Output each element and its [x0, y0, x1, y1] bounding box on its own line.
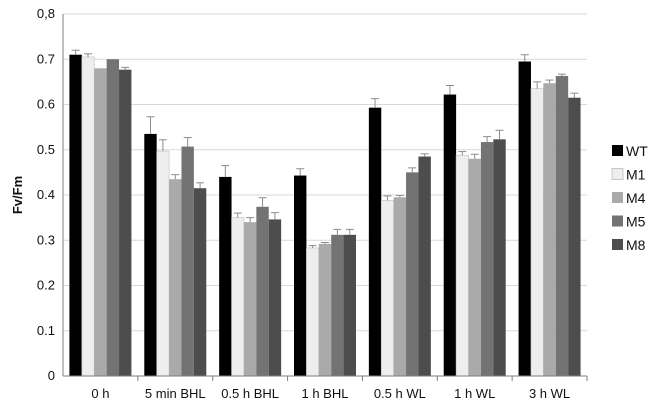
bar-wt [144, 133, 157, 376]
axes: 0 0.1 0.2 0.3 0.4 0.5 0.6 0.7 0,8 0 h 5 min BHL 0.5… [37, 6, 588, 401]
y-tick-label: 0.3 [37, 232, 55, 247]
bar-m1 [380, 200, 394, 377]
legend-swatch-m5 [612, 215, 623, 227]
x-tick-label: 1 h WL [454, 386, 495, 401]
bar-m4 [543, 83, 556, 377]
bar-m8 [193, 188, 207, 376]
legend-label-m5: M5 [626, 214, 646, 230]
bar-m1 [231, 217, 245, 377]
legend-label-m8: M8 [626, 237, 646, 253]
bar-wt [368, 107, 382, 376]
legend-swatch-m4 [612, 192, 623, 203]
x-tick-label: 0 h [91, 386, 109, 401]
bar-m4 [318, 243, 332, 376]
y-axis-title: Fv/Fm [10, 176, 25, 214]
bar-wt [69, 54, 82, 376]
bar-m8 [343, 234, 356, 376]
bar-wt [294, 175, 307, 376]
y-tick-label: 0.6 [37, 97, 55, 112]
x-tick-label: 3 h WL [529, 386, 570, 401]
legend: WT M1 M4 M5 M8 [611, 143, 648, 253]
bar-wt [518, 61, 531, 376]
bar-m8 [418, 156, 431, 376]
legend-label-wt: WT [626, 143, 648, 159]
x-tick-label: 0.5 h WL [374, 386, 426, 401]
bar-m5 [181, 146, 194, 376]
bar-m4 [468, 158, 481, 376]
y-tick-label: 0,8 [37, 6, 55, 21]
bar-m4 [94, 68, 107, 377]
x-tick-label: 5 min BHL [145, 386, 206, 401]
bar-m5 [331, 234, 344, 376]
bar-wt [443, 94, 457, 377]
bar-m8 [268, 219, 282, 376]
bar-m5 [480, 142, 494, 376]
x-tick-label: 0.5 h BHL [221, 386, 279, 401]
legend-swatch-m1 [611, 168, 624, 180]
bar-m4 [243, 222, 257, 376]
bar-m4 [393, 197, 407, 376]
bar-m8 [568, 97, 581, 377]
legend-swatch-m8 [612, 239, 623, 250]
y-tick-label: 0.7 [37, 51, 55, 66]
bar-m5 [106, 59, 120, 376]
legend-label-m1: M1 [626, 167, 646, 183]
legend-swatch-wt [612, 145, 623, 156]
bar-m8 [493, 139, 506, 376]
bar-m1 [455, 154, 469, 377]
bar-m8 [119, 69, 132, 376]
bar-wt [219, 176, 232, 376]
legend-label-m4: M4 [626, 190, 646, 206]
bar-m5 [406, 172, 419, 376]
bar-m1 [306, 247, 320, 377]
bars [69, 54, 581, 377]
bar-m1 [530, 88, 544, 377]
bar-m1 [81, 56, 95, 377]
x-tick-label: 1 h BHL [302, 386, 349, 401]
y-tick-label: 0.1 [37, 323, 55, 338]
y-tick-label: 0.4 [37, 187, 55, 202]
bar-m1 [156, 150, 170, 377]
y-tick-label: 0.5 [37, 142, 55, 157]
bar-m5 [256, 206, 269, 376]
y-tick-label: 0.2 [37, 278, 55, 293]
error-bars [71, 49, 579, 248]
y-tick-label: 0 [48, 368, 55, 383]
bar-m5 [555, 75, 569, 377]
bar-m4 [169, 179, 182, 376]
